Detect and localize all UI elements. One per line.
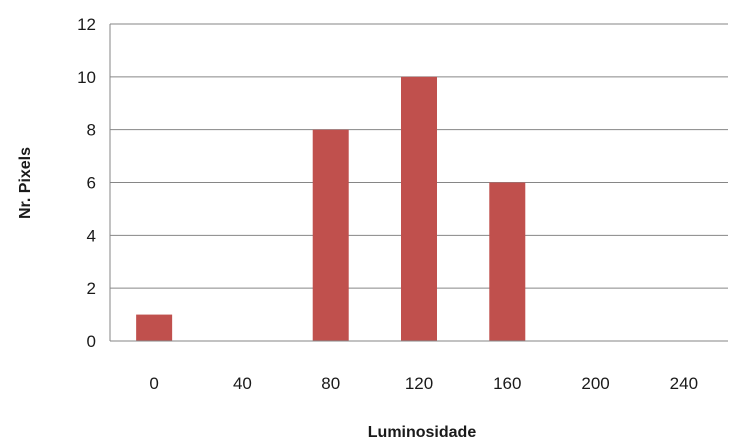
x-tick-label: 160 — [493, 374, 521, 393]
x-tick-label: 120 — [405, 374, 433, 393]
axes — [109, 24, 728, 342]
y-tick-label: 2 — [87, 279, 96, 298]
x-tick-label: 80 — [321, 374, 340, 393]
y-tick-label: 6 — [87, 174, 96, 193]
bar-120 — [401, 76, 437, 341]
y-tick-label: 12 — [77, 15, 96, 34]
y-tick-labels: 0 2 4 6 8 10 12 — [77, 15, 96, 351]
x-tick-label: 0 — [149, 374, 158, 393]
y-tick-label: 4 — [87, 226, 96, 245]
x-tick-label: 240 — [670, 374, 698, 393]
bar-160 — [489, 182, 526, 341]
bar-80 — [312, 129, 349, 341]
x-axis-title: Luminosidade — [368, 424, 477, 441]
bar-0 — [136, 314, 173, 341]
y-axis-title: Nr. Pixels — [17, 147, 34, 219]
x-tick-labels: 0 40 80 120 160 200 240 — [149, 374, 698, 393]
y-tick-label: 10 — [77, 68, 96, 87]
y-tick-label: 0 — [87, 332, 96, 351]
x-tick-label: 200 — [581, 374, 609, 393]
y-tick-label: 8 — [87, 121, 96, 140]
bars — [136, 76, 526, 341]
x-tick-label: 40 — [233, 374, 252, 393]
